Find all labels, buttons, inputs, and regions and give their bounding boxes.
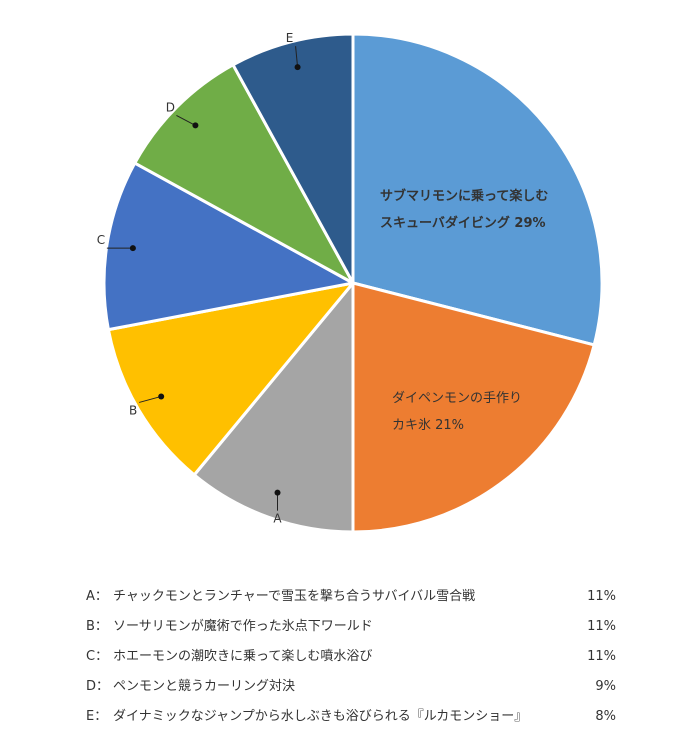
legend-key: E：	[86, 709, 108, 724]
slice-key-label: A	[273, 512, 282, 526]
pie-slice-b	[106, 281, 355, 477]
legend-item-c: C： ホエーモンの潮吹きに乗って楽しむ噴水浴び 11%	[86, 647, 616, 677]
pie-slice-e	[231, 32, 355, 285]
leader-dot	[274, 489, 281, 496]
slice-key-label: D	[166, 100, 175, 114]
legend-text: ペンモンと競うカーリング対決	[113, 679, 296, 694]
legend-key: B：	[86, 619, 108, 634]
slice-key-label: E	[286, 31, 294, 45]
leader-line	[139, 395, 162, 403]
legend-item-b: B： ソーサリモンが魔術で作った氷点下ワールド 11%	[86, 617, 616, 647]
legend-text: ダイナミックなジャンプから水しぶきも浴びられる『ルカモンショー』	[113, 709, 528, 724]
slice-label: カキ氷 21%	[392, 418, 464, 433]
legend-percent: 11%	[587, 619, 616, 634]
leader-dot	[192, 122, 199, 129]
pie-slice-c	[102, 161, 355, 332]
legend-percent: 11%	[587, 649, 616, 664]
legend-key: C：	[86, 649, 109, 664]
leader-dot	[158, 393, 165, 400]
slice-label: スキューバダイビング 29%	[380, 215, 546, 231]
legend-percent: 8%	[595, 709, 616, 724]
slice-key-label: B	[129, 403, 137, 417]
leader-dot	[294, 64, 301, 71]
legend: A： チャックモンとランチャーで雪玉を撃ち合うサバイバル雪合戦 11% B： ソ…	[86, 587, 616, 737]
slice-key-label: C	[97, 233, 105, 247]
legend-item-e: E： ダイナミックなジャンプから水しぶきも浴びられる『ルカモンショー』 8%	[86, 707, 616, 737]
legend-key: A：	[86, 589, 108, 604]
leader-line	[295, 46, 299, 68]
leader-line	[176, 114, 196, 126]
pie-slice-0	[351, 32, 604, 347]
legend-text: チャックモンとランチャーで雪玉を撃ち合うサバイバル雪合戦	[113, 589, 476, 604]
legend-text: ホエーモンの潮吹きに乗って楽しむ噴水浴び	[113, 649, 373, 664]
legend-key: D：	[86, 679, 110, 694]
slice-label: サブマリモンに乗って楽しむ	[380, 188, 548, 204]
slice-label: ダイペンモンの手作り	[392, 391, 522, 406]
pie-slice-a	[192, 281, 355, 534]
legend-percent: 9%	[595, 679, 616, 694]
legend-item-a: A： チャックモンとランチャーで雪玉を撃ち合うサバイバル雪合戦 11%	[86, 587, 616, 617]
legend-percent: 11%	[587, 589, 616, 604]
pie-slice-1	[351, 281, 596, 534]
pie-slice-d	[133, 63, 355, 285]
legend-text: ソーサリモンが魔術で作った氷点下ワールド	[113, 619, 373, 634]
legend-item-d: D： ペンモンと競うカーリング対決 9%	[86, 677, 616, 707]
leader-dot	[129, 245, 136, 252]
